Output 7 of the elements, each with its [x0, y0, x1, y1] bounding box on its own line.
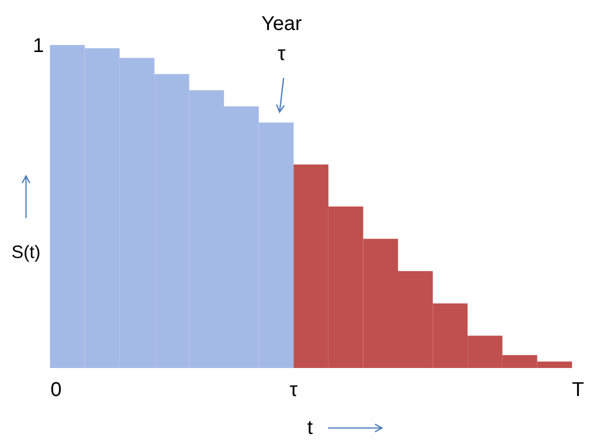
text: 1: [32, 35, 44, 57]
text: τ: [290, 379, 298, 401]
annotation: Year τ: [261, 13, 302, 65]
x-axis-title: t: [307, 417, 314, 439]
text: 0: [50, 379, 62, 401]
text: T: [572, 379, 584, 401]
y-axis-title: S(t): [12, 242, 40, 262]
